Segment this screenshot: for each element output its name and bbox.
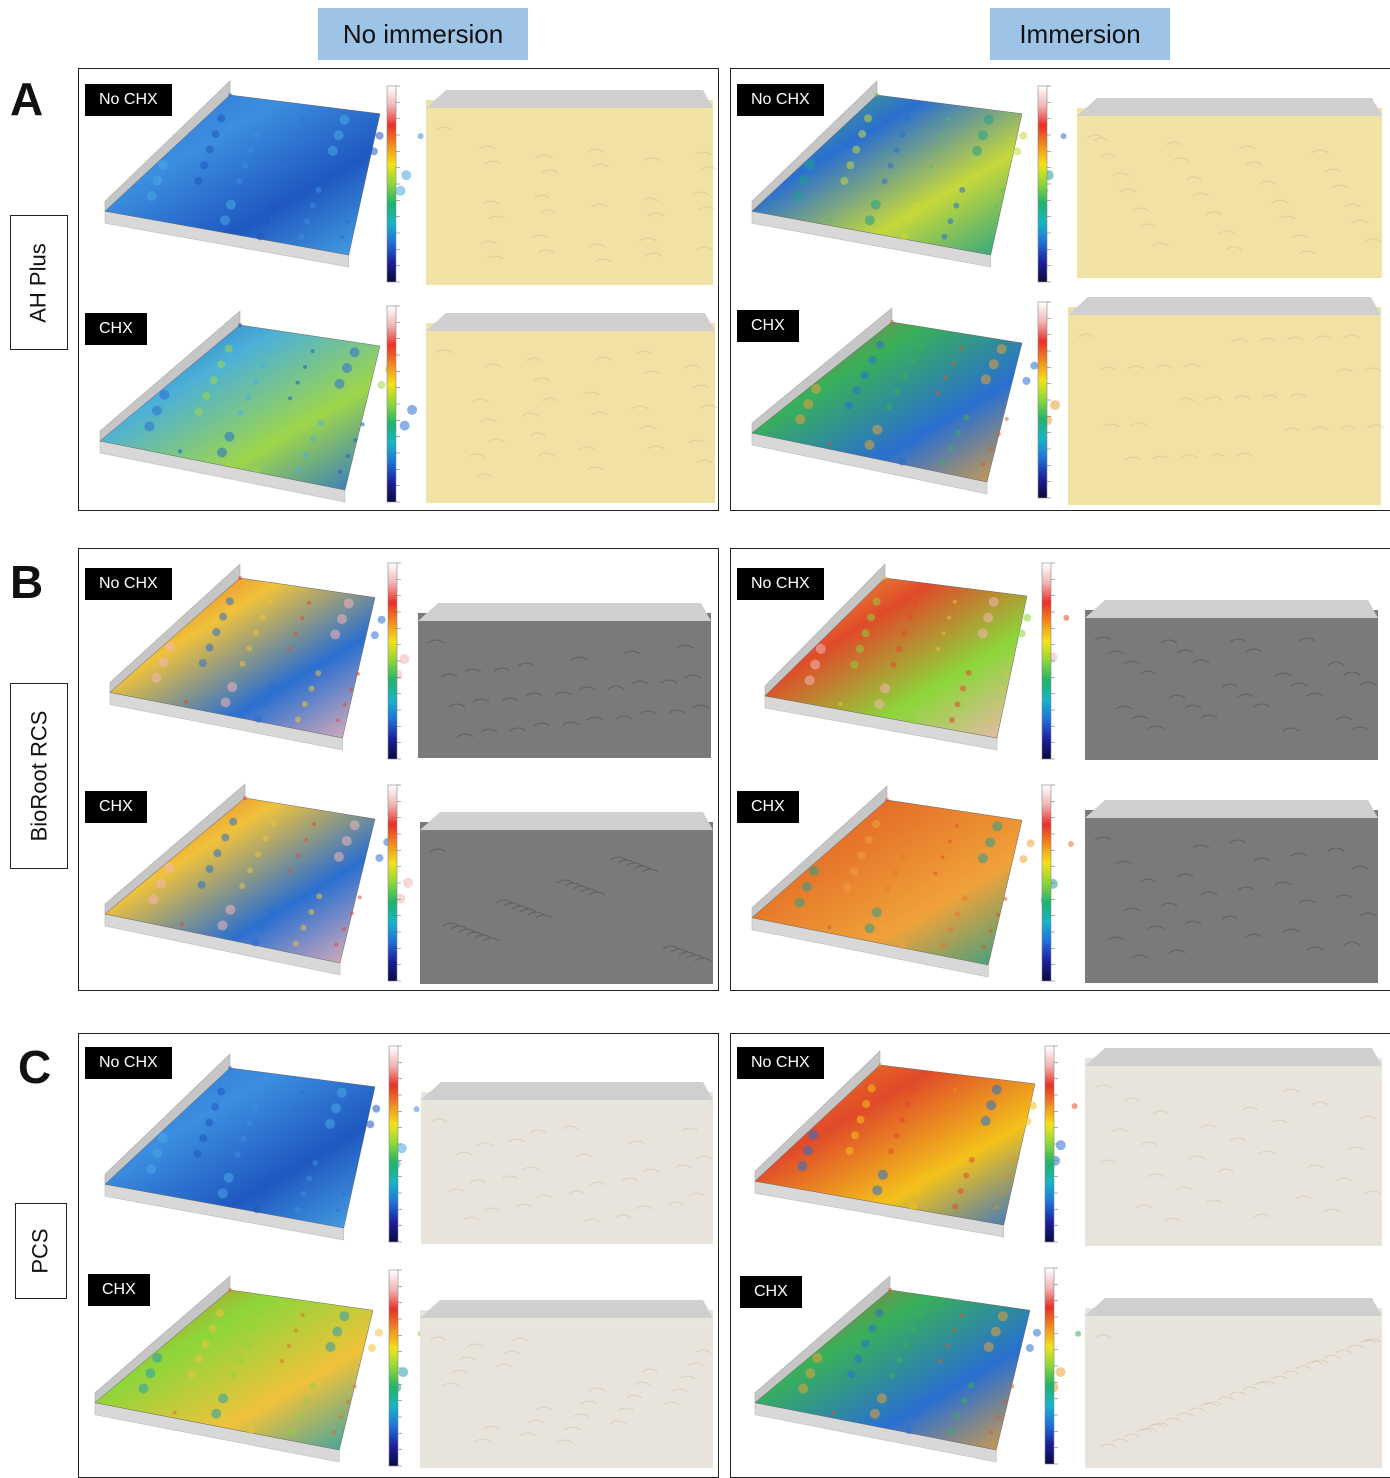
tag-c-left-chx: CHX [88, 1274, 150, 1306]
tag-b-right-chx: CHX [737, 791, 799, 823]
row-label-bioroot: BioRoot RCS [10, 683, 68, 869]
row-label-text: BioRoot RCS [26, 710, 51, 842]
tag-b-left-no-chx: No CHX [85, 568, 172, 600]
panel-c-immersion [730, 1033, 1390, 1478]
tag-a-left-chx: CHX [85, 313, 147, 345]
panel-b-no-immersion [78, 548, 719, 991]
panel-a-no-immersion [78, 68, 719, 511]
tag-b-right-no-chx: No CHX [737, 568, 824, 600]
row-letter-b: B [10, 556, 44, 608]
row-label-text: AH Plus [26, 242, 52, 323]
row-label-pcs: PCS [15, 1203, 67, 1299]
row-letter-c: C [18, 1041, 52, 1093]
tag-a-left-no-chx: No CHX [85, 84, 172, 116]
tag-a-right-chx: CHX [737, 310, 799, 342]
column-header-no-immersion: No immersion [318, 8, 528, 60]
tag-c-left-no-chx: No CHX [85, 1047, 172, 1079]
column-header-immersion: Immersion [990, 8, 1170, 60]
row-label-text: PCS [28, 1228, 53, 1274]
tag-a-right-no-chx: No CHX [737, 84, 824, 116]
tag-b-left-chx: CHX [85, 791, 147, 823]
row-label-ah-plus: AH Plus [10, 215, 68, 350]
panel-a-immersion [730, 68, 1390, 511]
panel-c-no-immersion [78, 1033, 719, 1478]
panel-b-immersion [730, 548, 1390, 991]
row-letter-a: A [10, 73, 44, 125]
tag-c-right-chx: CHX [740, 1276, 802, 1308]
tag-c-right-no-chx: No CHX [737, 1047, 824, 1079]
